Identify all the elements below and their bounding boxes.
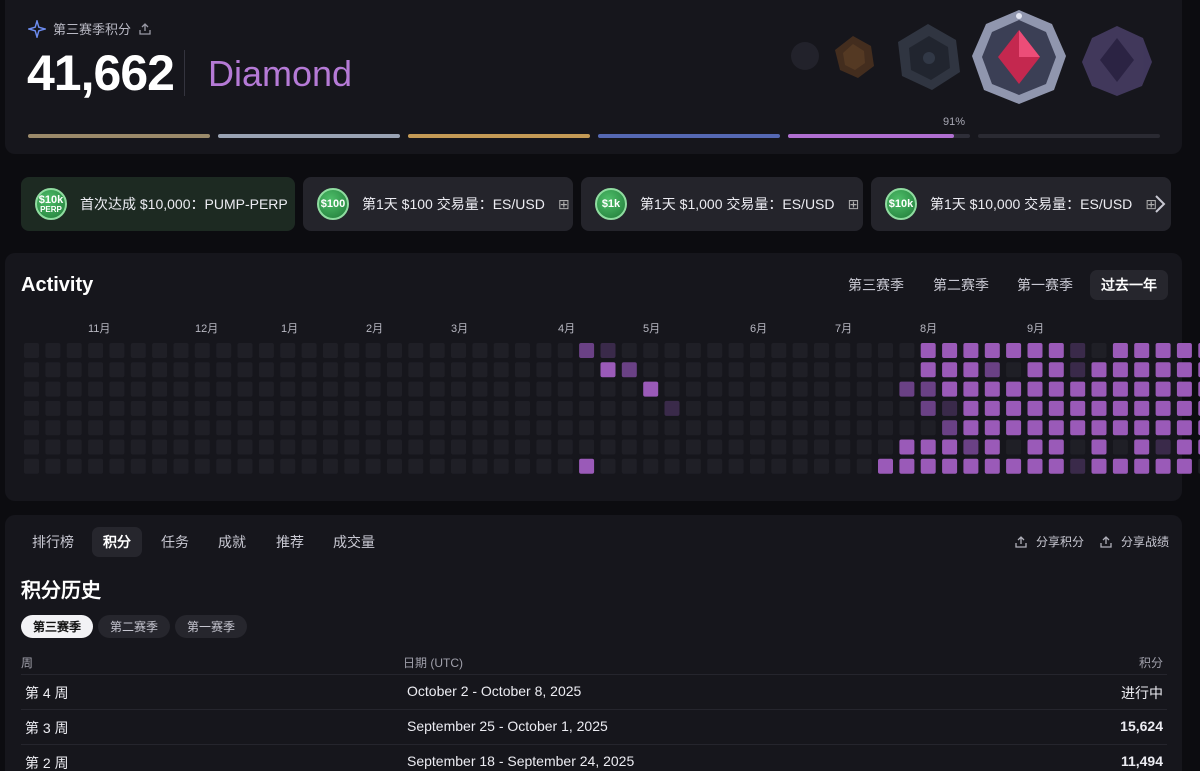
activity-title: Activity — [21, 274, 94, 296]
achievement-label: 第1天 $10,000 交易量：ES/USD — [930, 196, 1133, 212]
tab-activity-season[interactable]: 第一赛季 — [1017, 277, 1073, 293]
achievement-card[interactable]: $10k 第1天 $10,000 交易量：ES/USD ⊞ — [871, 177, 1171, 231]
tier-bar-track — [598, 134, 780, 138]
history-points: 15,624 — [1120, 718, 1163, 734]
history-date: September 18 - September 24, 2025 — [407, 753, 635, 769]
tab-activity-season[interactable]: 第三赛季 — [848, 277, 904, 293]
tier-badges — [791, 10, 1152, 104]
share-points-button[interactable]: 分享积分 — [1014, 533, 1084, 550]
achievement-label: 第1天 $100 交易量：ES/USD — [362, 196, 545, 212]
month-label: 11月 — [88, 323, 111, 335]
tab-0[interactable]: 排行榜 — [32, 534, 74, 550]
achievement-coin-icon: $10k — [885, 188, 917, 220]
achievement-card[interactable]: $10k PERP 首次达成 $10,000：PUMP-PERP — [21, 177, 295, 231]
history-points: 11,494 — [1120, 753, 1163, 769]
month-label: 5月 — [643, 323, 661, 335]
season-filter-pill[interactable]: 第二赛季 — [98, 615, 171, 638]
history-week: 第 4 周 — [25, 685, 69, 701]
history-title: 积分历史 — [21, 580, 101, 602]
month-label: 9月 — [1027, 323, 1045, 335]
row-divider — [21, 744, 1167, 745]
coin-label: $100 — [320, 198, 346, 210]
month-label: 2月 — [366, 323, 384, 335]
achievement-coin-icon: $100 — [317, 188, 349, 220]
season-filter-pill[interactable]: 第一赛季 — [175, 615, 248, 638]
gift-icon: ⊞ — [557, 195, 570, 212]
coin-label: $10k — [38, 194, 64, 206]
chevron-right-icon[interactable] — [1152, 193, 1168, 215]
tab-activity-season[interactable]: 第二赛季 — [933, 277, 989, 293]
coin-sublabel: PERP — [40, 205, 62, 214]
history-date: October 2 - October 8, 2025 — [407, 683, 582, 699]
season-filter-pill[interactable]: 第三赛季 — [21, 615, 94, 638]
history-week: 第 3 周 — [25, 720, 69, 736]
progress-percent: 91% — [943, 116, 966, 128]
column-header-points: 积分 — [1138, 656, 1163, 670]
row-divider — [21, 709, 1167, 710]
share-icon — [1100, 535, 1112, 548]
achievement-card[interactable]: $100 第1天 $100 交易量：ES/USD ⊞ — [303, 177, 573, 231]
tier-badge-diamond — [972, 10, 1066, 104]
column-header-date: 日期 (UTC) — [403, 656, 463, 670]
tier-name: Diamond — [208, 53, 353, 94]
month-label: 8月 — [920, 323, 938, 335]
month-label: 4月 — [558, 323, 576, 335]
share-points-label: 分享积分 — [1036, 535, 1085, 549]
tab-5[interactable]: 成交量 — [333, 534, 375, 550]
header-divider — [184, 50, 185, 96]
month-label: 6月 — [750, 323, 768, 335]
share-icon — [1015, 535, 1027, 548]
tab-activity-season[interactable]: 过去一年 — [1090, 270, 1168, 300]
season-points-value: 41,662 — [27, 45, 175, 101]
achievement-coin-icon: $1k — [595, 188, 627, 220]
tab-1[interactable]: 积分 — [92, 527, 142, 557]
history-points: 进行中 — [1121, 685, 1163, 701]
achievement-card[interactable]: $1k 第1天 $1,000 交易量：ES/USD ⊞ — [581, 177, 863, 231]
gift-icon: ⊞ — [847, 195, 860, 212]
gift-icon: ⊞ — [1145, 195, 1158, 212]
share-stats-label: 分享战绩 — [1121, 535, 1170, 549]
history-week: 第 2 周 — [25, 755, 69, 771]
column-header-week: 周 — [21, 656, 34, 670]
tier-badge-bronze — [835, 36, 874, 78]
row-divider — [21, 674, 1167, 675]
achievement-coin-icon: $10k PERP — [35, 188, 67, 220]
coin-label: $1k — [601, 198, 621, 210]
points-panel — [5, 515, 1182, 771]
tier-bar-fill — [788, 134, 954, 138]
month-label: 12月 — [195, 323, 219, 335]
share-icon[interactable] — [138, 22, 152, 36]
share-stats-button[interactable]: 分享战绩 — [1099, 533, 1169, 550]
tier-bar-track — [408, 134, 590, 138]
tier-bar-track — [218, 134, 400, 138]
tier-bar-track — [978, 134, 1160, 138]
tier-bar-track — [28, 134, 210, 138]
month-label: 7月 — [835, 323, 853, 335]
tier-badge-master — [1082, 26, 1152, 96]
achievement-label: 首次达成 $10,000：PUMP-PERP — [80, 196, 288, 212]
tier-badge-iron — [791, 42, 819, 70]
history-date: September 25 - October 1, 2025 — [407, 718, 608, 734]
tab-4[interactable]: 推荐 — [276, 534, 304, 550]
tier-badge-silver — [898, 24, 960, 90]
month-label: 1月 — [281, 323, 299, 335]
tab-3[interactable]: 成就 — [218, 534, 246, 550]
tab-2[interactable]: 任务 — [161, 534, 189, 550]
season-label-row: 第三赛季积分 — [28, 19, 152, 38]
achievement-label: 第1天 $1,000 交易量：ES/USD — [640, 196, 835, 212]
coin-label: $10k — [888, 198, 914, 210]
sparkle-icon — [28, 19, 46, 38]
season-label: 第三赛季积分 — [53, 22, 132, 37]
month-label: 3月 — [451, 323, 469, 335]
